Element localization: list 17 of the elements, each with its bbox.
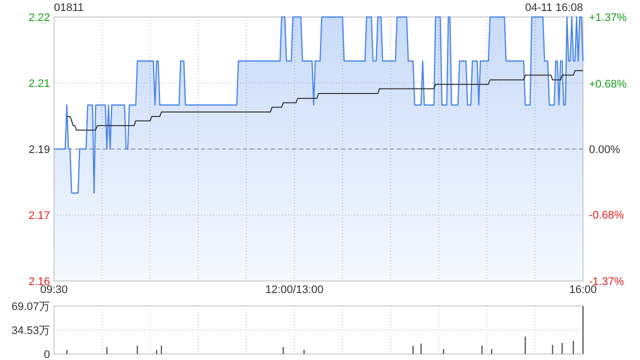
line-series xyxy=(66,70,584,131)
y-tick-label: 0 xyxy=(44,349,50,360)
x-tick-label: 12:00/13:00 xyxy=(265,284,324,296)
chart-title: 01811 xyxy=(54,2,84,14)
x-tick-label: 16:00 xyxy=(569,284,597,296)
y2-tick-label: +0.68% xyxy=(589,78,627,90)
text: 04-11 16:08 xyxy=(525,2,583,14)
y-tick-label: 69.07万 xyxy=(11,301,50,313)
x-tick-label: 09:30 xyxy=(40,284,68,296)
y-tick-label: 2.22 xyxy=(28,12,50,24)
y-tick-label: 2.19 xyxy=(28,144,50,156)
y-tick-label: 2.21 xyxy=(28,78,50,90)
y-tick-label: 34.53万 xyxy=(11,325,50,338)
y2-tick-label: -0.68% xyxy=(589,210,624,222)
y-tick-label: 2.17 xyxy=(28,210,50,222)
y2-tick-label: +1.37% xyxy=(589,12,627,24)
y2-tick-label: 0.00% xyxy=(589,144,620,156)
